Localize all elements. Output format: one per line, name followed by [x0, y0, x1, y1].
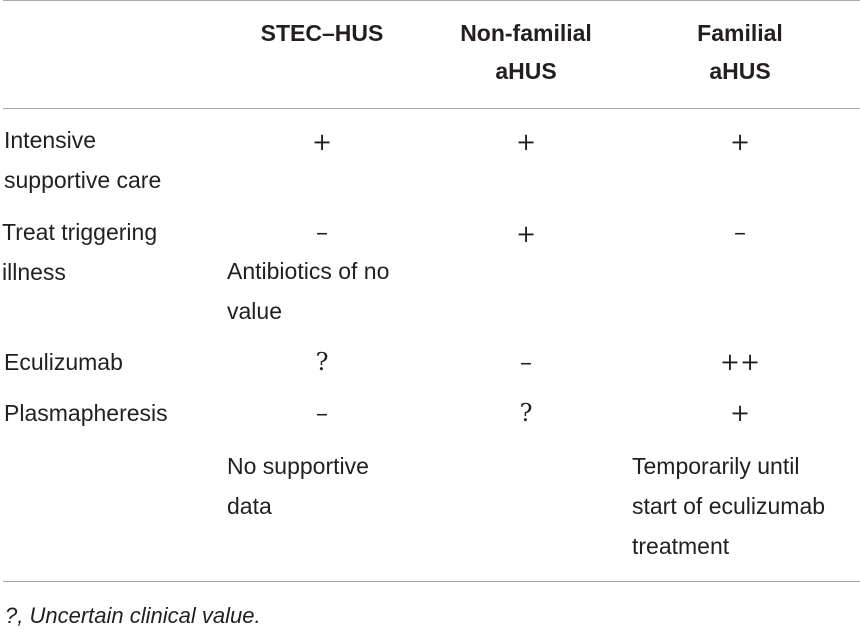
cell-familial-eculizumab: ++ — [719, 348, 761, 376]
cell-stec-treat-triggering: – — [316, 218, 328, 246]
row-label-treat-triggering-illness: Treat triggering illness — [2, 219, 158, 285]
table-bottom-rule — [3, 581, 860, 582]
cell-familial-plasmapheresis-note: Temporarily until start of eculizumab tr… — [632, 453, 826, 559]
cell-stec-plasmapheresis: – — [316, 399, 328, 427]
table-header-rule — [3, 108, 860, 109]
row-label-plasmapheresis: Plasmapheresis — [4, 400, 168, 426]
cell-stec-treat-triggering-note: Antibiotics of no value — [227, 258, 390, 324]
cell-stec-plasmapheresis-note: No supportive data — [227, 453, 369, 519]
cell-nonfamilial-intensive: + — [515, 128, 537, 156]
cell-stec-eculizumab: ? — [315, 348, 329, 376]
header-familial-ahus: Familial aHUS — [697, 20, 783, 84]
row-label-eculizumab: Eculizumab — [4, 349, 123, 375]
table-top-rule — [3, 0, 860, 1]
header-stec-hus: STEC–HUS — [260, 20, 384, 46]
cell-nonfamilial-plasmapheresis: ? — [519, 399, 533, 427]
header-nonfamilial-ahus: Non-familial aHUS — [460, 20, 592, 84]
cell-stec-intensive: + — [311, 128, 333, 156]
cell-familial-intensive: + — [729, 128, 751, 156]
cell-familial-treat-triggering: – — [734, 218, 746, 246]
table-footnote: ?, Uncertain clinical value. — [5, 603, 261, 628]
cell-nonfamilial-treat-triggering: + — [515, 220, 537, 248]
row-label-intensive-supportive-care: Intensive supportive care — [4, 127, 162, 193]
cell-nonfamilial-eculizumab: – — [520, 348, 532, 376]
cell-familial-plasmapheresis: + — [729, 399, 751, 427]
